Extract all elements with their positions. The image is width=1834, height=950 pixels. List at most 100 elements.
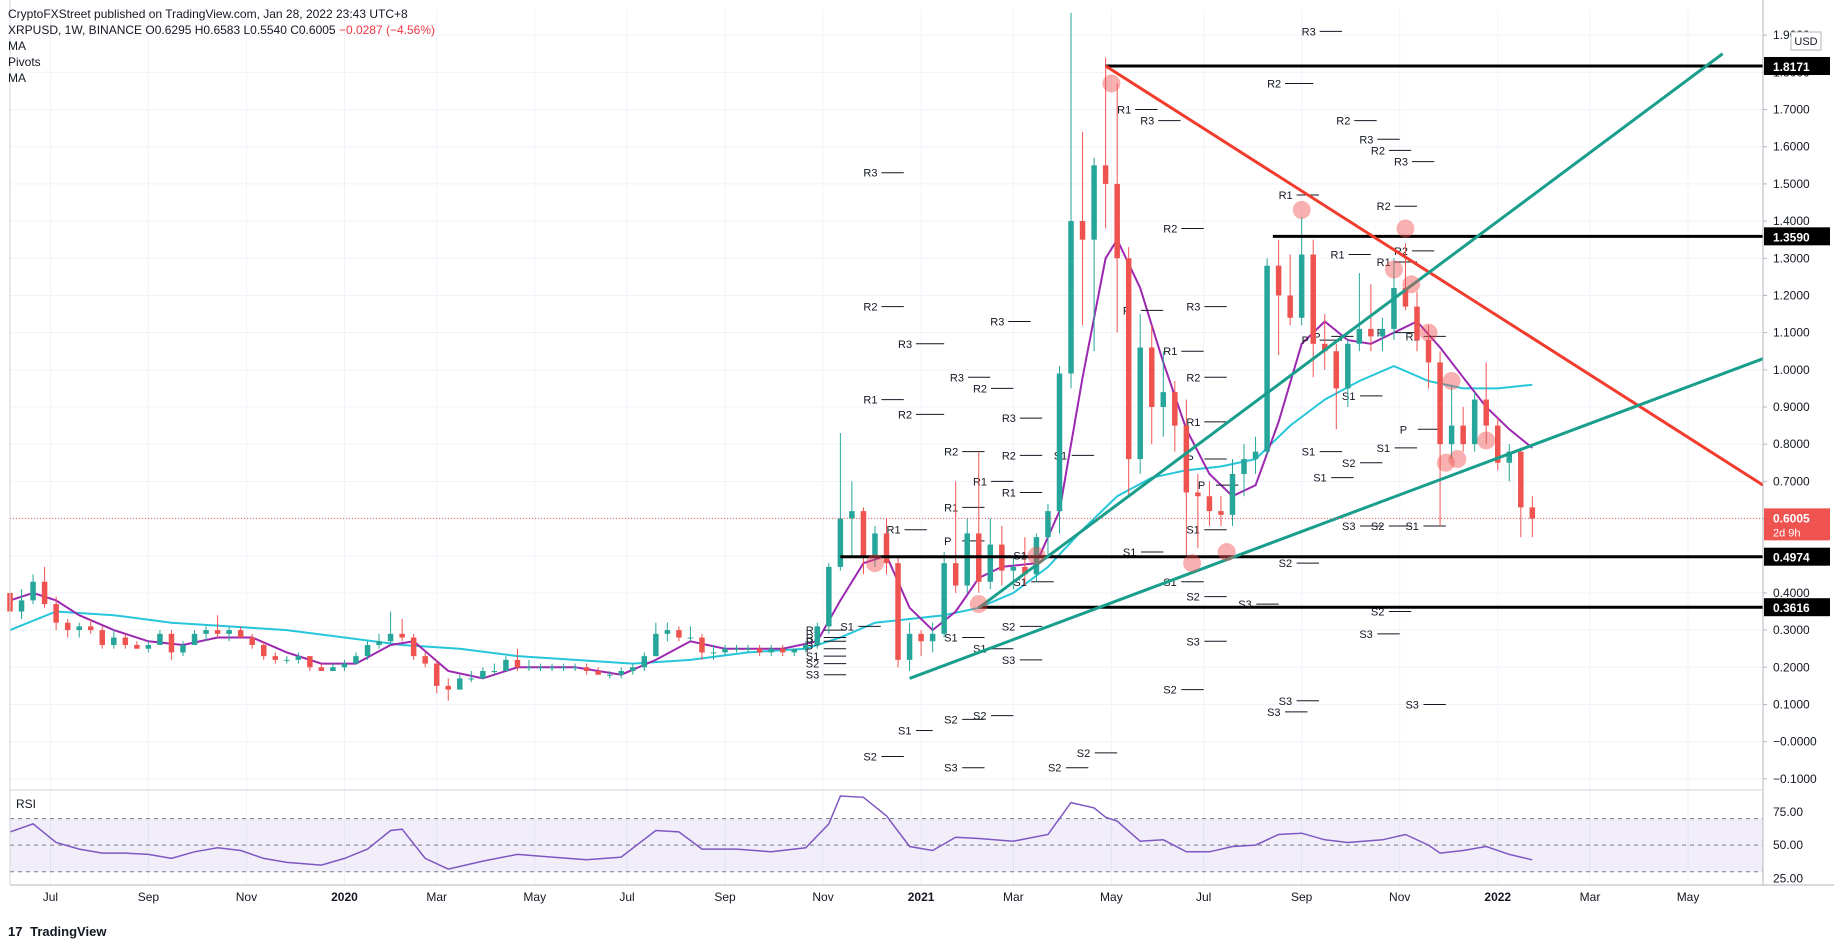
candle-body (768, 648, 774, 653)
candle-body (1494, 425, 1501, 463)
candle-body (699, 637, 705, 653)
candle-body (237, 630, 244, 638)
open-value: O0.6295 (145, 23, 192, 37)
candle-body (664, 630, 671, 634)
trendline-green-steep (977, 52, 1724, 609)
candle-body (353, 656, 359, 664)
pivot-label: S3 (1002, 655, 1015, 667)
pivot-label: S3 (1186, 636, 1199, 648)
reaction-point (1419, 323, 1438, 342)
candle-body (1172, 392, 1178, 426)
pivot-label: S2 (1048, 763, 1061, 775)
candle-body (1022, 566, 1028, 575)
ma-slow-line (9, 365, 1533, 665)
candle-body (376, 641, 382, 645)
pivot-label: R2 (973, 383, 987, 395)
pivot-label: S1 (1405, 521, 1418, 533)
pivot-label: R2 (1377, 201, 1391, 213)
candle-body (387, 633, 394, 642)
candle-body (445, 685, 451, 690)
pivot-label: S1 (1342, 391, 1355, 403)
x-tick-label: 2022 (1484, 890, 1511, 904)
indicator-ma-1[interactable]: MA (8, 39, 26, 53)
pivot-label: P (1198, 480, 1205, 492)
y-tick-label: 0.2000 (1773, 660, 1810, 674)
candle-body (168, 633, 175, 653)
candle-body (157, 633, 163, 645)
symbol-label: XRPUSD, 1W, BINANCE (8, 23, 143, 37)
candle-body (1125, 258, 1132, 460)
trendline-red-downtrend (1104, 64, 1764, 487)
pivot-label: R3 (950, 372, 964, 384)
pivot-label: S3 (1342, 521, 1355, 533)
x-tick-label: May (1100, 890, 1123, 904)
level-price-label: 1.3590 (1773, 230, 1810, 244)
candle-body (364, 644, 371, 657)
ohlc-line: XRPUSD, 1W, BINANCE O0.6295 H0.6583 L0.5… (8, 22, 435, 38)
candle-body (687, 637, 694, 639)
reaction-point (1217, 543, 1236, 562)
pivot-label: R3 (1186, 302, 1200, 314)
y-tick-label: 1.3000 (1773, 251, 1810, 265)
reaction-point (1396, 219, 1415, 238)
current-price-box (1764, 508, 1830, 541)
pivot-label: S1 (898, 726, 911, 738)
pivot-label: S1 (1186, 525, 1199, 537)
candle-body (549, 667, 555, 669)
candle-body (284, 659, 290, 661)
pivot-label: R3 (1302, 26, 1316, 38)
candle-body (468, 678, 475, 680)
tradingview-logo[interactable]: 17 TradingView (8, 924, 106, 939)
candle-body (1160, 392, 1167, 407)
pivot-label: S3 (944, 763, 957, 775)
candle-body (1206, 496, 1213, 512)
candle-body (295, 656, 302, 660)
pivot-label: R3 (990, 316, 1004, 328)
candle-body (595, 671, 601, 675)
candle-body (1471, 399, 1478, 445)
x-tick-label: Mar (426, 890, 447, 904)
pivot-label: R1 (944, 502, 958, 514)
pivot-label: S1 (1313, 473, 1326, 485)
pivot-label: S2 (1163, 685, 1176, 697)
x-tick-label: Sep (138, 890, 160, 904)
y-tick-label: 0.1000 (1773, 697, 1810, 711)
candle-body (214, 630, 221, 634)
candles (7, 12, 1536, 701)
candle-body (1195, 492, 1201, 497)
candle-body (1391, 288, 1397, 329)
candle-body (1241, 459, 1247, 474)
y-tick-label: 1.5000 (1773, 177, 1810, 191)
change-value: −0.0287 (−4.56%) (338, 23, 436, 37)
candle-body (180, 644, 186, 653)
x-tick-label: Nov (1389, 890, 1410, 904)
pivot-label: R2 (1186, 372, 1200, 384)
pivot-label: R2 (1267, 78, 1281, 90)
current-price-label: 0.6005 (1773, 511, 1810, 525)
x-tick-label: Mar (1580, 890, 1601, 904)
level-price-label: 1.8171 (1773, 60, 1810, 74)
candle-body (941, 563, 947, 634)
candle-body (76, 626, 82, 631)
level-price-box (1764, 56, 1830, 75)
indicator-ma-2[interactable]: MA (8, 71, 26, 85)
candle-body (226, 630, 232, 634)
candle-body (1518, 451, 1524, 508)
candle-body (145, 644, 152, 649)
pivot-label: S3 (1238, 599, 1251, 611)
candle-body (318, 667, 325, 672)
reaction-point (1384, 260, 1403, 279)
candle-body (1264, 265, 1270, 452)
pivot-label: S2 (1342, 458, 1355, 470)
pivot-label: P (1400, 424, 1407, 436)
pivot-label: R2 (863, 302, 877, 314)
candle-body (872, 533, 878, 556)
pivot-label: R1 (1163, 346, 1177, 358)
indicator-pivots[interactable]: Pivots (8, 55, 41, 69)
candle-body (480, 671, 486, 679)
candle-body (1345, 343, 1351, 389)
candle-body (1068, 221, 1074, 374)
candle-body (18, 600, 25, 612)
